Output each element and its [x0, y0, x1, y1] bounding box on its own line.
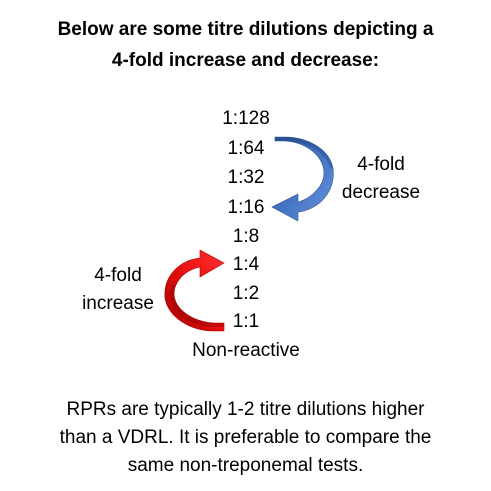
non-reactive-label: Non-reactive [192, 340, 300, 361]
dilution-1-32: 1:32 [227, 167, 265, 188]
note-line-3: same non-treponemal tests. [127, 455, 364, 476]
dilution-1-1: 1:1 [232, 311, 260, 332]
increase-label-line-2: increase [82, 293, 154, 314]
increase-label: 4-fold increase [62, 262, 174, 318]
decrease-arrow-icon [271, 136, 334, 222]
dilution-1-128: 1:128 [222, 108, 270, 129]
title-line-2: 4-fold increase and decrease: [111, 50, 380, 71]
decrease-label-line-1: 4-fold [357, 154, 405, 175]
note-line-2: than a VDRL. It is preferable to compare… [59, 427, 432, 448]
dilution-1-16: 1:16 [227, 197, 265, 218]
dilution-1-64: 1:64 [227, 138, 265, 159]
note-line-1: RPRs are typically 1-2 titre dilutions h… [66, 399, 425, 420]
dilution-1-2: 1:2 [232, 283, 260, 304]
note-paragraph: RPRs are typically 1-2 titre dilutions h… [20, 396, 471, 480]
increase-label-line-1: 4-fold [94, 265, 142, 286]
increase-arrow-icon [164, 249, 225, 332]
diagram-title: Below are some titre dilutions depicting… [0, 14, 491, 76]
title-line-1: Below are some titre dilutions depicting… [57, 19, 434, 40]
decrease-label-line-2: decrease [341, 182, 421, 203]
decrease-label: 4-fold decrease [326, 151, 436, 207]
dilution-1-4: 1:4 [232, 254, 260, 275]
dilution-1-8: 1:8 [232, 226, 260, 247]
